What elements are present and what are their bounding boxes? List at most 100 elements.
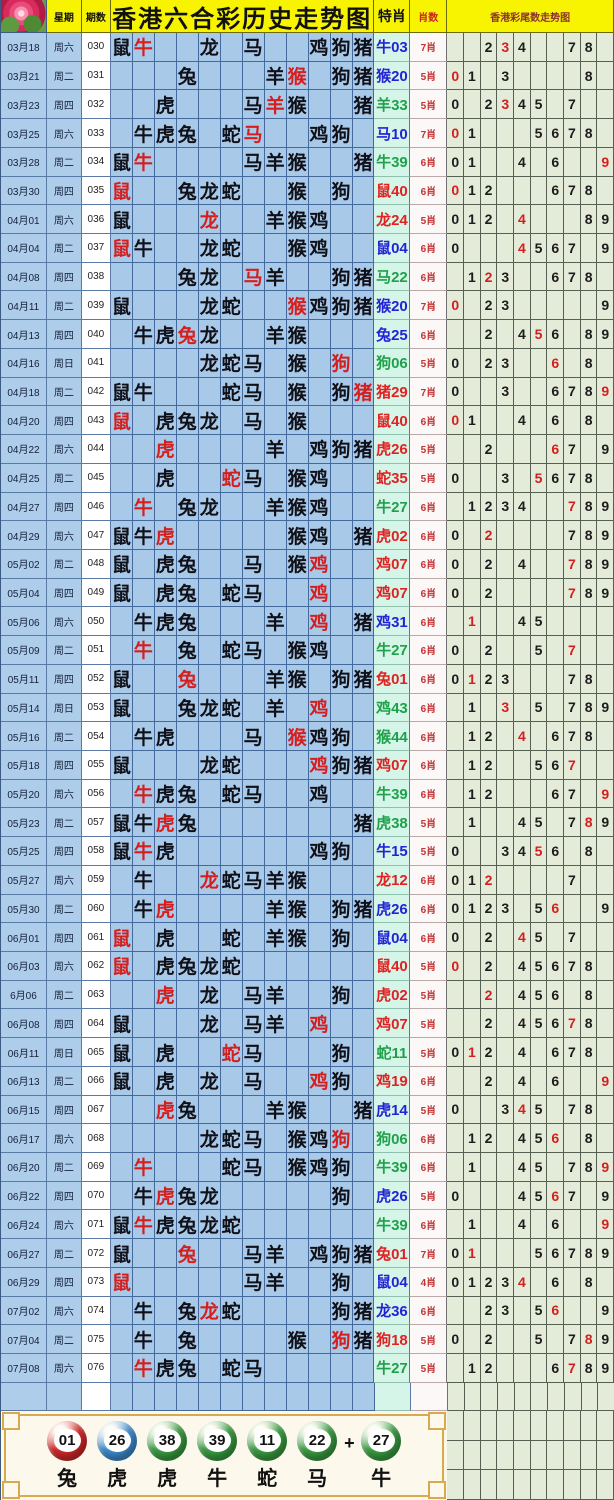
tail-cell	[447, 1124, 465, 1154]
zodiac-cell: 狗	[330, 1325, 353, 1355]
date-cell: 06月01	[1, 923, 47, 952]
tail-cell	[580, 1210, 598, 1240]
period-cell: 064	[81, 1009, 111, 1039]
tail-cell	[497, 750, 515, 780]
empty-row	[1, 1383, 614, 1411]
zodiac-cell	[286, 1267, 309, 1297]
tail-cell: 3	[497, 463, 515, 493]
table-row: 05月11 周四 052 鼠 兔 羊猴狗猪兔01 6肖 0 1 2 3 7 8	[1, 664, 614, 694]
zodiac-cell	[220, 492, 243, 522]
zodiac-cell	[132, 90, 155, 120]
tail-cell	[547, 549, 565, 579]
table-row: 04月22 周六 044 虎 羊鸡狗猪虎26 5肖 2 6 7 9	[1, 435, 614, 464]
zodiac-cell: 猪	[352, 291, 375, 321]
special-zodiac-cell: 猴20	[374, 291, 411, 321]
tail-cell: 0	[447, 837, 465, 866]
tail-cell	[514, 693, 531, 723]
tail-cell	[498, 1383, 515, 1411]
date-cell: 05月16	[1, 722, 47, 751]
tail-cell	[514, 521, 531, 550]
tail-cell: 4	[514, 952, 531, 981]
zodiac-count-cell: 5肖	[410, 463, 448, 493]
zodiac-cell	[242, 1296, 265, 1326]
header-tail-title: 香港彩尾数走势图	[447, 0, 614, 33]
tail-cell: 7	[564, 435, 581, 464]
zodiac-cell	[308, 377, 331, 407]
tail-cell	[597, 406, 614, 436]
tail-cell	[464, 952, 481, 981]
date-cell: 06月03	[1, 952, 47, 981]
empty-tail-cell	[447, 1440, 464, 1471]
tail-cell: 6	[547, 1296, 565, 1326]
tail-cell: 9	[597, 521, 614, 550]
zodiac-cell	[176, 923, 199, 952]
tail-cell: 2	[480, 90, 498, 120]
tail-cell: 7	[564, 33, 581, 62]
zodiac-cell	[110, 1325, 133, 1355]
table-row	[1, 1383, 614, 1411]
zodiac-cell	[286, 1239, 309, 1268]
zodiac-count-cell: 5肖	[410, 1325, 448, 1355]
table-row: 03月23 周四 032 虎 马羊猴 猪羊33 5肖 0 2 3 4 5 7	[1, 90, 614, 120]
empty-tail-cell	[463, 1440, 481, 1471]
tail-cell: 0	[447, 61, 465, 91]
zodiac-cell: 牛	[132, 1181, 155, 1211]
tail-cell: 3	[497, 1267, 515, 1297]
zodiac-cell: 狗	[330, 435, 353, 464]
zodiac-cell: 龙	[198, 406, 221, 436]
zodiac-cell	[132, 463, 155, 493]
tail-cell: 1	[464, 147, 481, 177]
zodiac-cell: 狗	[330, 262, 353, 292]
zodiac-cell: 兔	[176, 176, 199, 206]
tail-cell: 2	[480, 492, 498, 522]
zodiac-cell: 鼠	[110, 923, 133, 952]
empty-tail-cell	[530, 1470, 548, 1500]
tail-cell: 9	[597, 1181, 614, 1211]
zodiac-cell	[110, 61, 133, 91]
zodiac-cell	[176, 33, 199, 62]
tail-cell	[547, 693, 565, 723]
zodiac-cell	[264, 808, 287, 838]
zodiac-cell: 猪	[352, 33, 375, 62]
zodiac-cell: 牛	[132, 1296, 155, 1326]
zodiac-cell	[264, 348, 287, 378]
tail-cell	[531, 1383, 549, 1411]
tail-cell: 2	[480, 262, 498, 292]
tail-cell	[597, 837, 614, 866]
zodiac-cell: 兔	[176, 578, 199, 608]
zodiac-cell	[176, 234, 199, 263]
weekday-cell: 周二	[46, 234, 82, 263]
zodiac-cell	[330, 607, 353, 637]
tail-cell	[547, 578, 565, 608]
period-cell: 070	[81, 1181, 111, 1211]
zodiac-cell: 兔	[176, 1210, 199, 1240]
zodiac-cell	[352, 1181, 375, 1211]
tail-cell	[597, 176, 614, 206]
zodiac-cell	[242, 1210, 265, 1240]
zodiac-cell: 虎	[154, 1038, 177, 1067]
date-cell	[1, 1383, 47, 1411]
tail-cell: 8	[580, 1009, 598, 1039]
tail-cell: 1	[464, 607, 481, 637]
tail-cell: 5	[530, 463, 548, 493]
tail-cell	[580, 147, 598, 177]
zodiac-cell	[264, 549, 287, 579]
zodiac-cell: 蛇	[220, 779, 243, 809]
zodiac-cell: 马	[242, 147, 265, 177]
zodiac-cell: 牛	[132, 779, 155, 809]
zodiac-cell: 龙	[198, 980, 221, 1010]
zodiac-cell	[308, 320, 331, 349]
zodiac-cell	[352, 234, 375, 263]
tail-cell: 8	[580, 119, 598, 148]
tail-cell	[597, 952, 614, 981]
period-cell: 072	[81, 1239, 111, 1268]
tail-cell: 7	[564, 549, 581, 579]
zodiac-cell	[176, 377, 199, 407]
tail-cell	[480, 463, 498, 493]
tail-cell: 8	[580, 348, 598, 378]
tail-cell: 6	[547, 262, 565, 292]
tail-cell: 6	[547, 952, 565, 981]
tail-cell: 2	[480, 1325, 498, 1355]
tail-cell: 8	[580, 262, 598, 292]
zodiac-count-cell: 5肖	[410, 1181, 448, 1211]
